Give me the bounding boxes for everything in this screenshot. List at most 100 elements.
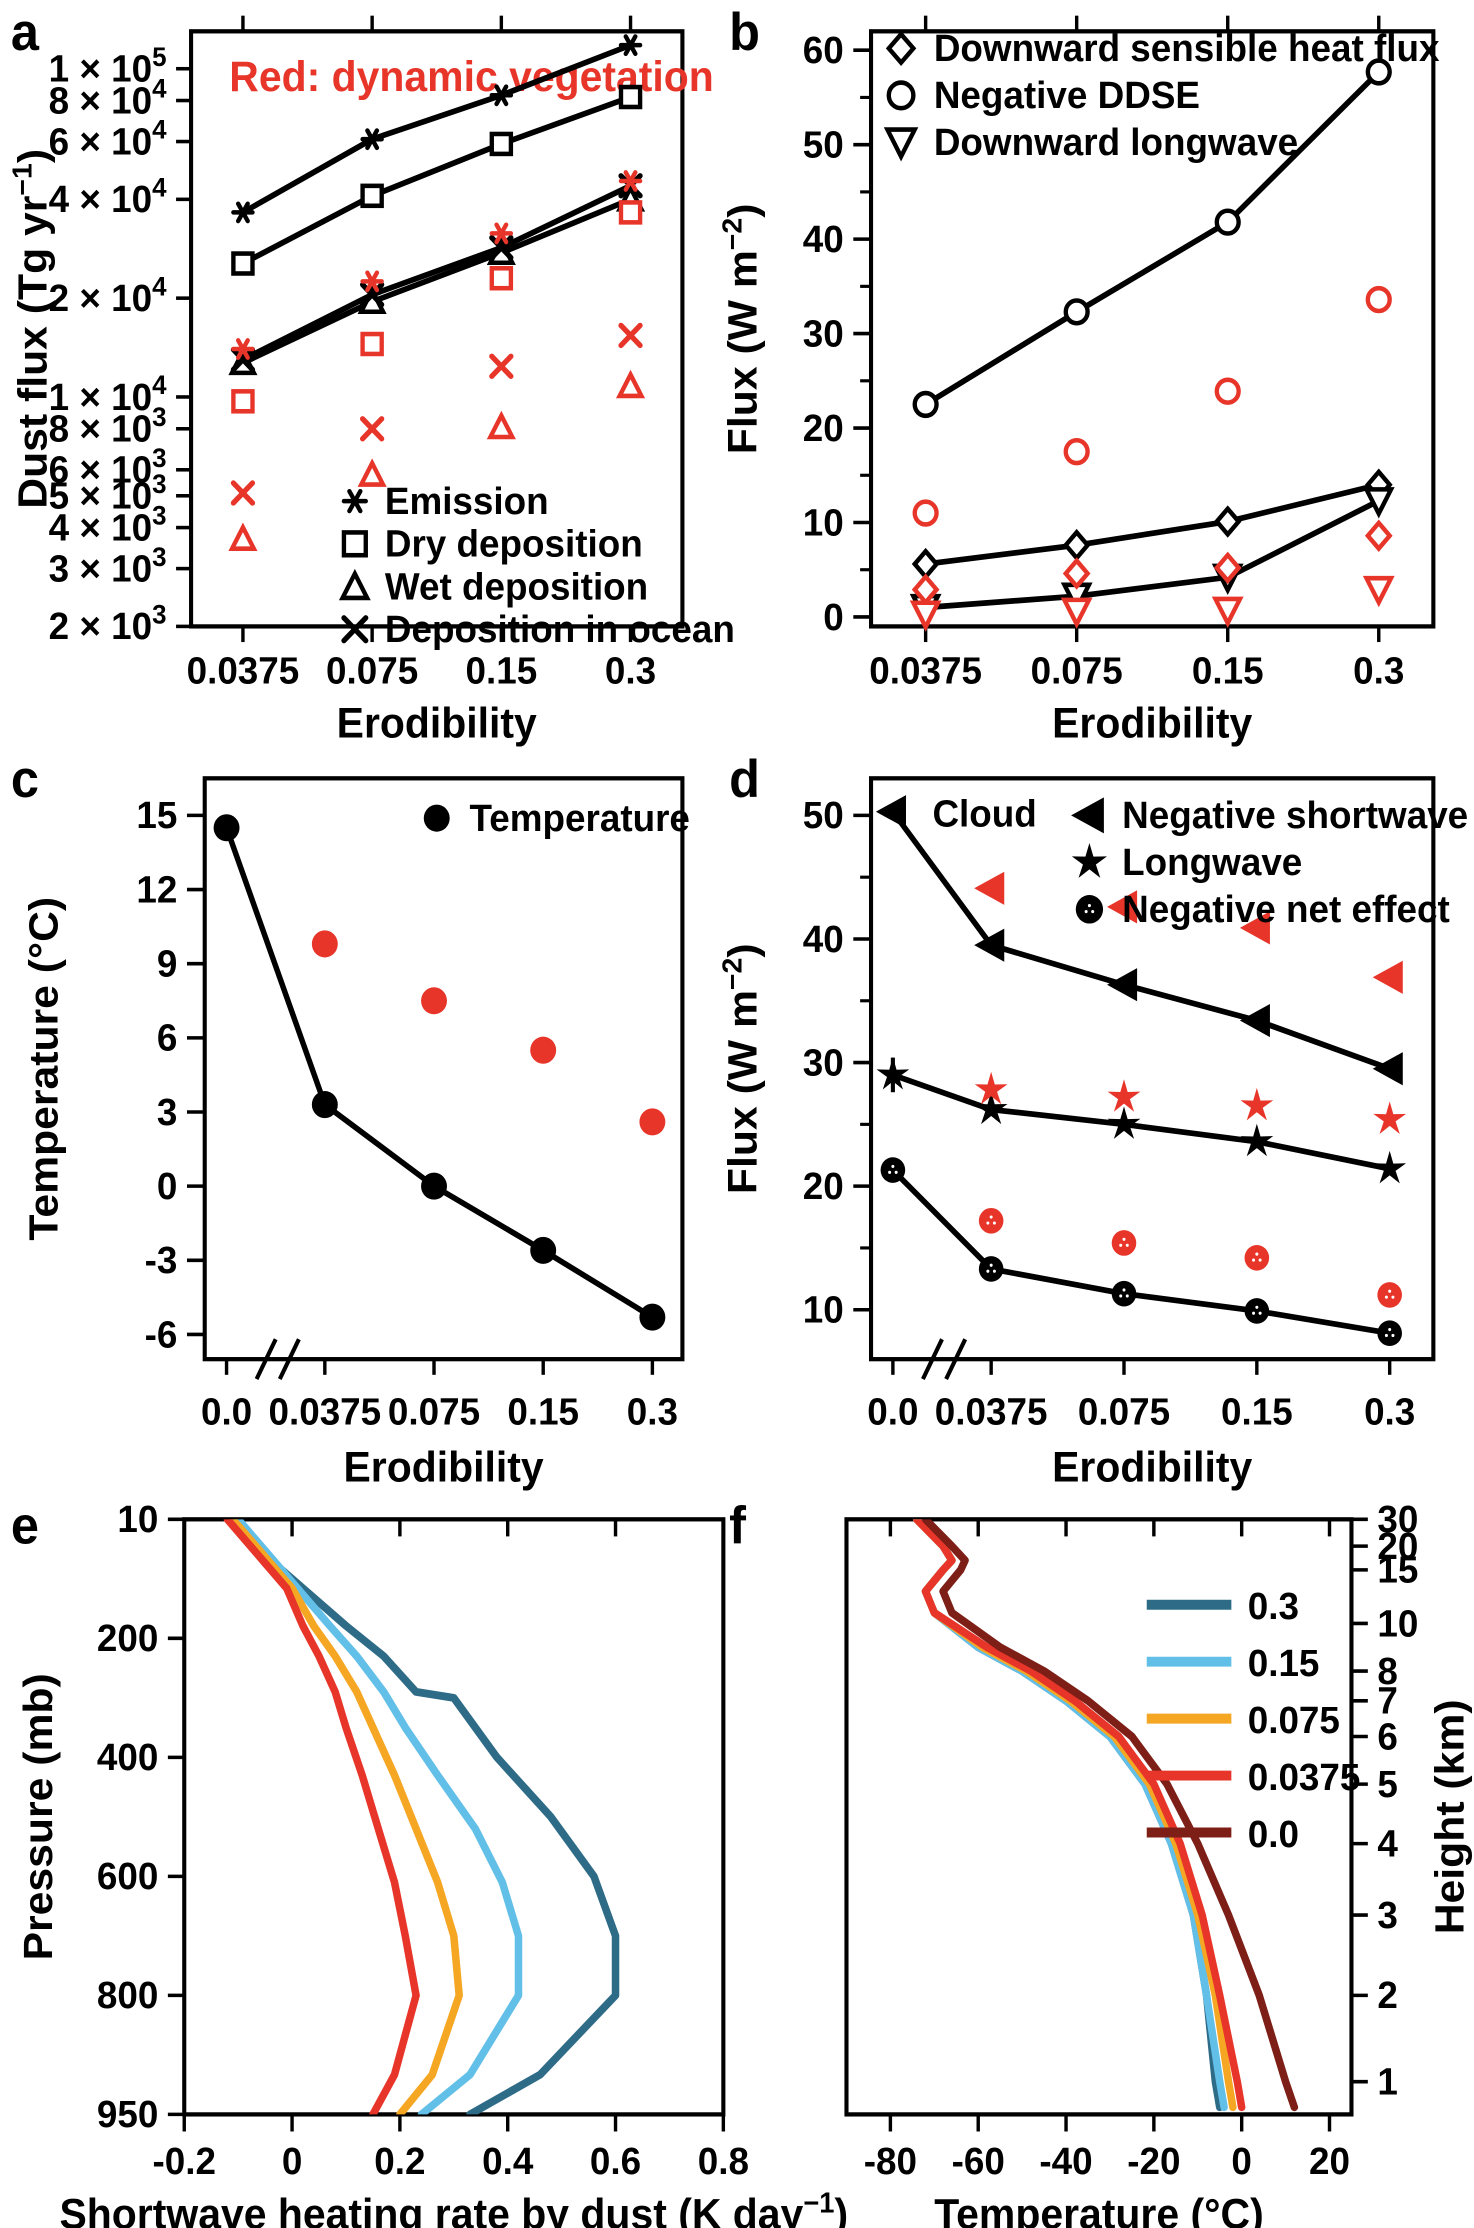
plot-frame xyxy=(868,776,1436,1362)
plot-frame xyxy=(182,1516,726,2117)
y-tick-label: 10 xyxy=(117,1497,158,1540)
data-point-triangle xyxy=(615,369,646,399)
legend-title: Cloud xyxy=(932,792,1036,835)
data-point-ltriangle xyxy=(875,795,906,829)
data-point-ltriangle xyxy=(1106,968,1137,1002)
legend-marker-diamond xyxy=(885,30,916,67)
y-tick-label: 6 × 103 xyxy=(49,442,167,490)
data-point-square xyxy=(360,183,384,209)
y-tick-label: 10 xyxy=(802,1288,843,1331)
panel-e: e 10 200 400 600 800 950 -0.2 0 0.2 0.4 0.6 0.8 Shor… xyxy=(0,1488,848,2228)
y-axis-label: Height (km) xyxy=(1426,1699,1472,1934)
data-point-circle xyxy=(912,499,939,527)
legend-label: Negative shortwave xyxy=(1122,794,1468,837)
y-tick-label: 6 xyxy=(157,1016,177,1059)
x-tick-label: 20 xyxy=(1309,2139,1350,2182)
plot-frame xyxy=(202,776,685,1362)
x-tick-label: 0.0375 xyxy=(268,1390,381,1433)
y-tick-label: 4 × 103 xyxy=(49,500,167,548)
data-point-star xyxy=(1372,1151,1406,1184)
legend-label: 0.0375 xyxy=(1247,1755,1360,1798)
series-line xyxy=(223,827,654,1321)
data-point-triangle xyxy=(486,410,516,440)
y-tick-label: 30 xyxy=(802,1041,843,1084)
y-tick-label: 800 xyxy=(97,1973,158,2016)
x-tick-label: 0.15 xyxy=(1192,649,1264,692)
x-axis-label: Erodibility xyxy=(343,1443,544,1491)
data-point-temperature xyxy=(530,1237,557,1265)
panel-c: c -6 -3 0 3 6 9 12 15 0.0 0.0375 0.075 0.15 0.3 Erodi… xyxy=(0,747,710,1491)
data-point-square xyxy=(231,389,255,414)
profile-line-0.0 xyxy=(921,1519,1298,2111)
panel-d-label: d xyxy=(728,750,760,809)
data-point-temperature xyxy=(639,1304,666,1332)
y-tick-label: 20 xyxy=(802,1165,843,1208)
y-axis-label: Flux (W m−2) xyxy=(717,944,765,1195)
legend-marker-dtriangle xyxy=(883,127,919,162)
data-point-star xyxy=(1372,1101,1406,1135)
data-point-circle xyxy=(1214,208,1241,236)
x-tick-label: 0 xyxy=(1231,2139,1251,2182)
plot-frame xyxy=(189,29,685,629)
data-point-temperature xyxy=(311,930,338,958)
data-point-square xyxy=(489,265,514,291)
x-tick-label: 0.4 xyxy=(482,2139,533,2182)
profile-line-0.075 xyxy=(229,1519,463,2115)
data-point-dotted-circle xyxy=(1244,1245,1269,1272)
y-tick-label: 15 xyxy=(136,794,177,837)
x-tick-label: -0.2 xyxy=(153,2139,216,2182)
series-line xyxy=(241,94,632,267)
series-line xyxy=(923,69,1381,407)
x-tick-label: -60 xyxy=(951,2139,1004,2182)
x-tick-label: 0.075 xyxy=(326,649,418,692)
data-point-dotted-circle xyxy=(1377,1320,1402,1347)
y-tick-label: 950 xyxy=(97,2092,158,2135)
panel-b-label: b xyxy=(728,2,760,62)
series-line xyxy=(241,42,632,215)
y-tick-label: 2 × 103 xyxy=(49,599,167,647)
y-tick-label: 5 × 103 xyxy=(49,468,167,516)
x-tick-label: 0.3 xyxy=(1353,649,1404,692)
x-tick-label: 0.15 xyxy=(507,1390,579,1433)
plot-frame xyxy=(868,29,1436,629)
y-tick-label: 0 xyxy=(157,1165,177,1208)
y-tick-label: 10 xyxy=(802,501,843,544)
legend-label: Temperature xyxy=(469,797,689,840)
data-point-square xyxy=(618,200,643,225)
data-point-dotted-circle xyxy=(1111,1230,1136,1257)
x-tick-label: 0.2 xyxy=(374,2139,425,2182)
y-tick-label: 3 xyxy=(1377,1893,1397,1936)
legend-label: Downward sensible heat flux xyxy=(934,27,1440,70)
y-tick-label: 10 xyxy=(1377,1601,1418,1644)
x-tick-label: 0.075 xyxy=(388,1390,480,1433)
x-tick-label: 0.15 xyxy=(465,649,537,692)
x-axis-label: Erodibility xyxy=(1052,699,1253,747)
data-point-asterisk xyxy=(618,170,643,192)
legend-label: 0.15 xyxy=(1247,1641,1319,1684)
plot-frame xyxy=(844,1516,1354,2117)
data-point-asterisk xyxy=(489,222,514,245)
y-tick-label: 1 × 104 xyxy=(49,370,167,418)
y-tick-label: 3 xyxy=(157,1091,177,1134)
y-tick-label: 20 xyxy=(802,406,843,449)
series-line xyxy=(241,183,632,363)
data-point-circle xyxy=(1365,285,1392,314)
data-point-ltriangle xyxy=(973,872,1004,906)
panel-c-chart: -6 -3 0 3 6 9 12 15 0.0 0.0375 0.075 0.15 0.3 Erodibi… xyxy=(20,776,690,1491)
data-point-circle xyxy=(1063,298,1090,326)
x-tick-label: 0.0375 xyxy=(187,649,300,692)
x-tick-label: -40 xyxy=(1039,2139,1092,2182)
y-tick-label: 50 xyxy=(802,794,843,837)
data-point-star xyxy=(974,1091,1008,1125)
y-tick-label: 15 xyxy=(1377,1548,1418,1591)
panel-f: f 1 2 3 4 5 6 7 8 10 15 20 30 -80 -60 -40 -20 0 20 Tempera… xyxy=(710,1488,1474,2228)
data-point-dtriangle xyxy=(1362,575,1395,608)
legend-marker-dotted-circle xyxy=(1075,895,1103,924)
data-point-dtriangle xyxy=(909,600,942,632)
legend-label: Dry deposition xyxy=(385,522,643,565)
y-tick-label: 8 × 104 xyxy=(49,73,167,121)
x-tick-label: 0.3 xyxy=(1364,1390,1415,1433)
data-point-circle xyxy=(912,390,939,419)
axis-break-mark xyxy=(943,1338,967,1381)
